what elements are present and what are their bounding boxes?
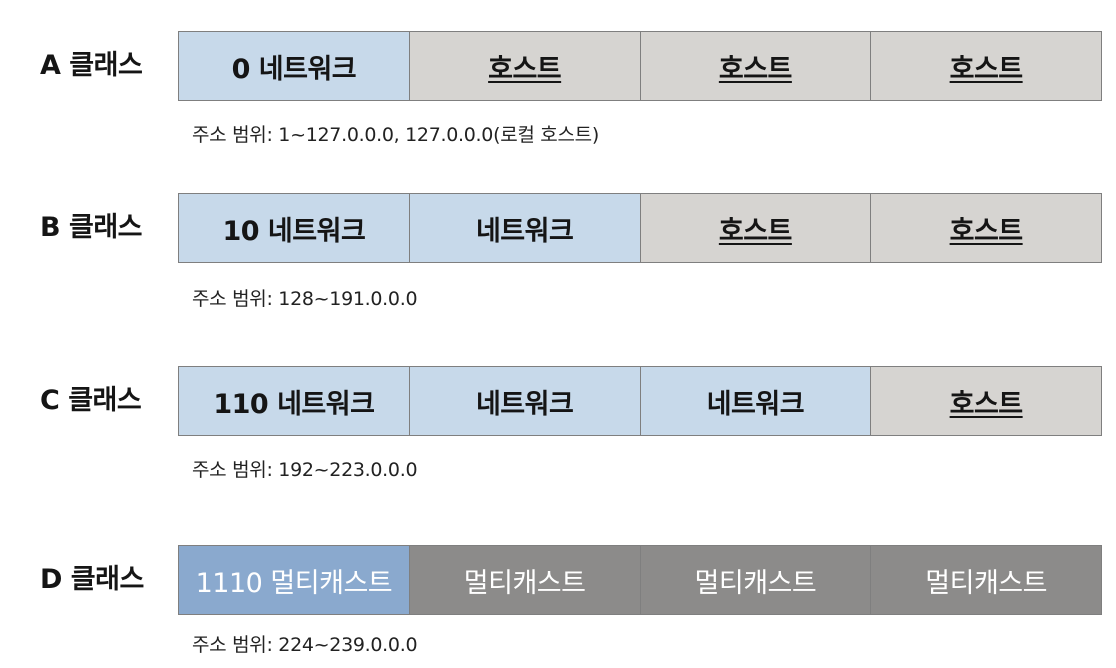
class-c-address-bar: 110 네트워크 네트워크 네트워크 호스트	[178, 366, 1102, 436]
class-d-segment-1: 1110 멀티캐스트	[179, 546, 410, 614]
class-d-address-bar: 1110 멀티캐스트 멀티캐스트 멀티캐스트 멀티캐스트	[178, 545, 1102, 615]
class-c-segment-4: 호스트	[871, 367, 1101, 435]
segment-label: 호스트	[949, 53, 1024, 85]
segment-label: 멀티캐스트	[463, 567, 586, 599]
class-c-segment-1: 110 네트워크	[179, 367, 410, 435]
class-d-segment-3: 멀티캐스트	[640, 546, 872, 614]
segment-label: 멀티캐스트	[694, 567, 817, 599]
class-c-range: 주소 범위: 192~223.0.0.0	[192, 459, 418, 481]
class-b-segment-1: 10 네트워크	[179, 194, 410, 262]
segment-label: 호스트	[949, 215, 1024, 247]
segment-label: 110 네트워크	[213, 388, 375, 420]
class-b-address-bar: 10 네트워크 네트워크 호스트 호스트	[178, 193, 1102, 263]
segment-label: 네트워크	[706, 388, 805, 420]
class-a-address-bar: 0 네트워크 호스트 호스트 호스트	[178, 31, 1102, 101]
class-b-label: B 클래스	[40, 212, 143, 243]
segment-label: 네트워크	[475, 388, 574, 420]
segment-label: 네트워크	[475, 215, 574, 247]
class-d-range: 주소 범위: 224~239.0.0.0	[192, 634, 418, 656]
segment-label: 호스트	[718, 215, 793, 247]
segment-label: 0 네트워크	[231, 53, 357, 85]
class-d-segment-4: 멀티캐스트	[871, 546, 1101, 614]
class-c-segment-3: 네트워크	[640, 367, 872, 435]
class-c-segment-2: 네트워크	[409, 367, 641, 435]
segment-label: 멀티캐스트	[925, 567, 1047, 599]
class-b-segment-4: 호스트	[871, 194, 1101, 262]
class-a-segment-3: 호스트	[640, 32, 872, 100]
segment-label: 호스트	[488, 53, 562, 85]
class-b-segment-3: 호스트	[640, 194, 872, 262]
class-d-segment-2: 멀티캐스트	[409, 546, 641, 614]
segment-label: 1110 멀티캐스트	[195, 567, 393, 599]
class-d-label: D 클래스	[40, 564, 144, 595]
segment-label: 10 네트워크	[222, 215, 366, 247]
class-a-label: A 클래스	[40, 50, 143, 81]
class-b-segment-2: 네트워크	[409, 194, 641, 262]
segment-label: 호스트	[718, 53, 793, 85]
class-a-segment-2: 호스트	[409, 32, 641, 100]
class-b-range: 주소 범위: 128~191.0.0.0	[192, 288, 418, 310]
class-a-range: 주소 범위: 1~127.0.0.0, 127.0.0.0(로컬 호스트)	[192, 124, 599, 146]
class-c-label: C 클래스	[40, 385, 142, 416]
class-a-segment-4: 호스트	[871, 32, 1101, 100]
class-a-segment-1: 0 네트워크	[179, 32, 410, 100]
segment-label: 호스트	[949, 388, 1024, 420]
